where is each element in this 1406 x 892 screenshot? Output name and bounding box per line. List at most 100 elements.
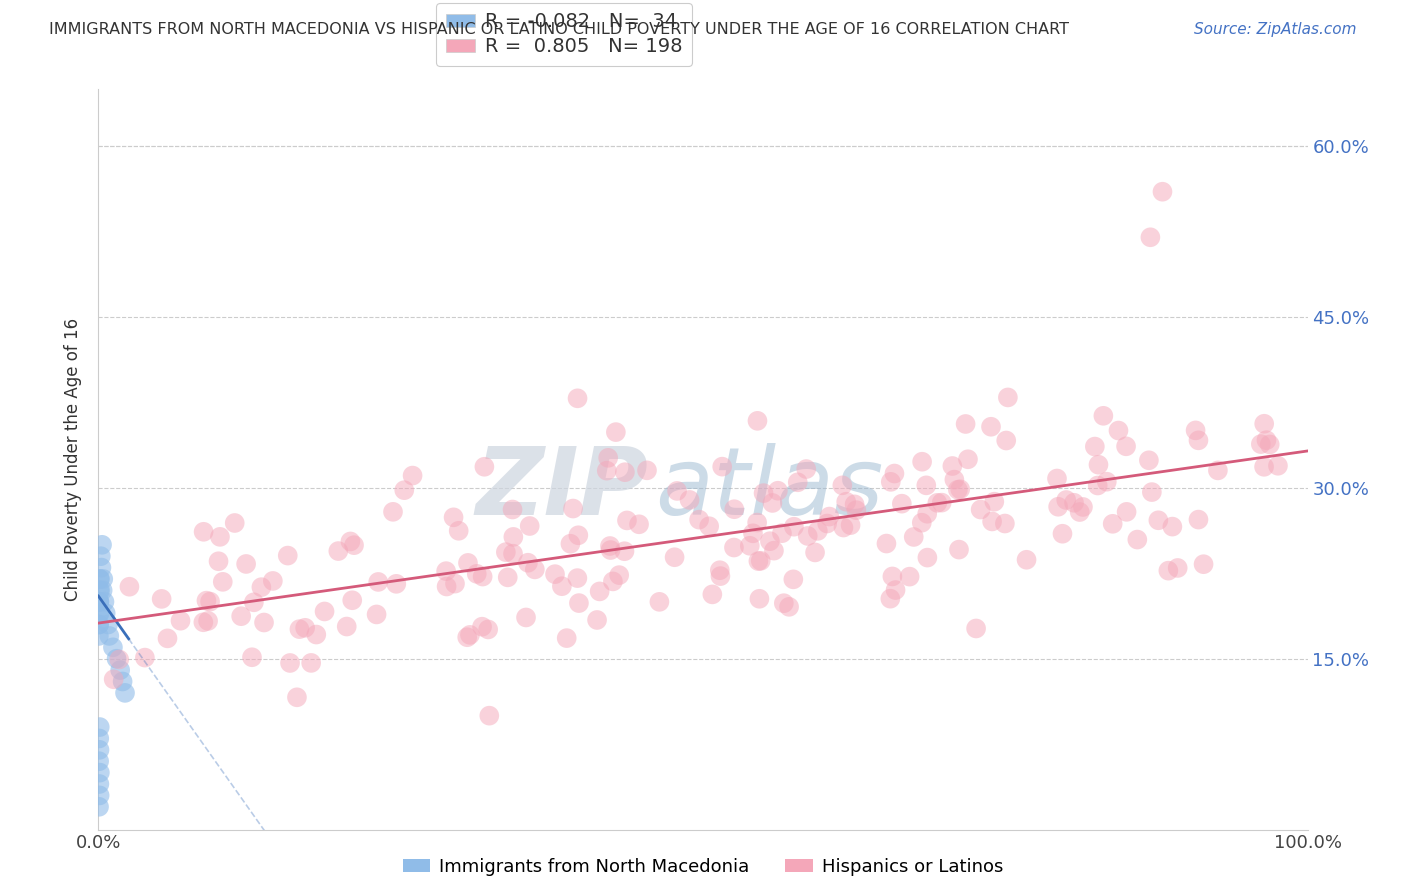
Point [1101, 516, 1123, 531]
Point [678, 492, 700, 507]
Point [90, 560, 112, 574]
Point [382, 505, 405, 519]
Point [965, 622, 987, 636]
Point [339, 534, 361, 549]
Point [118, 580, 141, 594]
Point [598, 450, 620, 465]
Point [231, 609, 253, 624]
Point [134, 650, 156, 665]
Point [1115, 505, 1137, 519]
Point [111, 674, 134, 689]
Point [517, 556, 540, 570]
Point [946, 483, 969, 497]
Point [89, 583, 111, 598]
Point [747, 554, 769, 568]
Point [568, 596, 591, 610]
Point [709, 569, 731, 583]
Point [1087, 478, 1109, 492]
Point [519, 519, 541, 533]
Point [599, 539, 621, 553]
Point [447, 524, 470, 538]
Point [778, 599, 800, 614]
Point [702, 587, 724, 601]
Point [471, 620, 494, 634]
Point [456, 630, 478, 644]
Point [980, 419, 1002, 434]
Point [314, 604, 336, 618]
Point [994, 516, 1017, 531]
Point [87, 617, 110, 632]
Point [839, 518, 862, 533]
Point [90, 549, 112, 564]
Point [89, 606, 111, 620]
Point [523, 562, 546, 576]
Point [723, 502, 745, 516]
Point [586, 613, 609, 627]
Point [948, 542, 970, 557]
Point [240, 650, 263, 665]
Point [941, 458, 963, 473]
Point [1095, 475, 1118, 489]
Point [786, 475, 808, 490]
Point [89, 731, 111, 746]
Point [502, 530, 524, 544]
Point [477, 623, 499, 637]
Point [101, 640, 124, 655]
Point [1256, 433, 1278, 447]
Point [277, 549, 299, 563]
Point [89, 720, 111, 734]
Point [515, 610, 537, 624]
Point [911, 516, 934, 530]
Point [89, 572, 111, 586]
Point [762, 543, 785, 558]
Point [89, 617, 111, 632]
Point [89, 789, 111, 803]
Point [208, 530, 231, 544]
Point [955, 417, 977, 431]
Point [567, 392, 589, 406]
Point [560, 537, 582, 551]
Point [815, 516, 838, 531]
Point [602, 574, 624, 589]
Point [150, 591, 173, 606]
Point [1126, 533, 1149, 547]
Point [103, 673, 125, 687]
Point [832, 520, 855, 534]
Point [1092, 409, 1115, 423]
Point [198, 594, 221, 608]
Point [394, 483, 416, 498]
Point [108, 663, 131, 677]
Point [1087, 458, 1109, 472]
Point [772, 596, 794, 610]
Point [995, 434, 1018, 448]
Point [628, 517, 651, 532]
Point [89, 777, 111, 791]
Point [285, 690, 308, 705]
Point [1253, 417, 1275, 431]
Point [1046, 471, 1069, 485]
Point [328, 544, 350, 558]
Point [927, 496, 949, 510]
Point [89, 583, 111, 598]
Point [197, 614, 219, 628]
Point [697, 519, 720, 533]
Point [648, 595, 671, 609]
Point [235, 557, 257, 571]
Point [880, 475, 903, 489]
Point [367, 574, 389, 589]
Point [588, 584, 610, 599]
Point [434, 564, 457, 578]
Point [288, 622, 311, 636]
Point [917, 550, 939, 565]
Point [879, 591, 901, 606]
Point [342, 593, 364, 607]
Point [91, 583, 114, 598]
Point [845, 503, 868, 517]
Point [1167, 561, 1189, 575]
Y-axis label: Child Poverty Under the Age of 16: Child Poverty Under the Age of 16 [65, 318, 83, 601]
Point [636, 463, 658, 477]
Point [253, 615, 276, 630]
Point [1084, 440, 1107, 454]
Point [544, 567, 567, 582]
Point [224, 516, 246, 530]
